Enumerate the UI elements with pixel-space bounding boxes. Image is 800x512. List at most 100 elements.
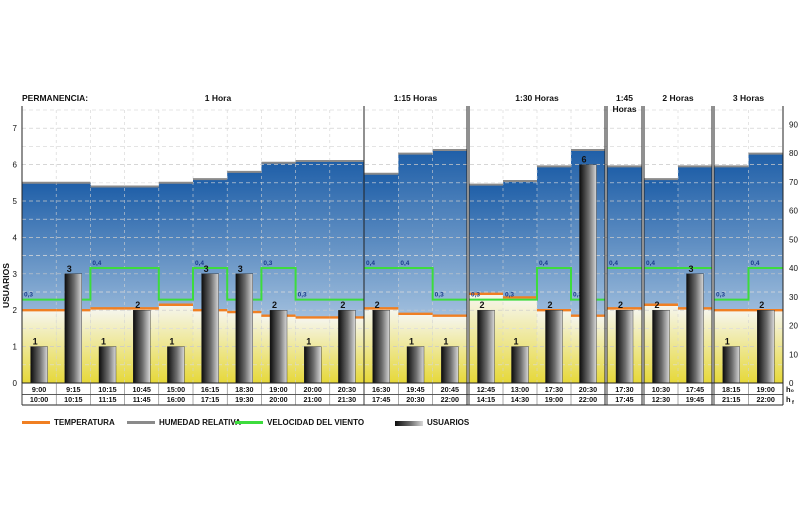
time-table: 9:0010:009:1510:1510:1511:1510:4511:4515…	[21, 383, 794, 406]
wind-step-line	[469, 267, 605, 301]
end-time: 21:15	[722, 395, 740, 404]
end-time: 10:00	[30, 395, 48, 404]
end-time: 20:30	[406, 395, 424, 404]
users-bar	[304, 346, 322, 384]
users-bar	[338, 310, 356, 384]
wind-speed-series: 0,3 0,4 0,4 0,3 0,3 0,4 0,4 0,3 0,3 0,3 0,4 0,3 0,4 0…	[22, 260, 783, 301]
end-time: 11:45	[133, 395, 151, 404]
legend-label: USUARIOS	[427, 418, 470, 427]
start-time: 17:30	[615, 385, 633, 394]
wind-step-line	[714, 267, 783, 301]
users-value-label: 1	[169, 337, 174, 347]
end-time: 21:00	[304, 395, 322, 404]
users-bars: 1 3 1 2 1 3 3 2 1 2 2 1 1 2 1 2 6 2 2 3 1 2	[30, 155, 775, 384]
users-bar	[235, 273, 254, 384]
y-left-tick: 7	[13, 124, 18, 133]
wind-label: 0,3	[435, 292, 444, 299]
group-header: 1:30 Horas	[515, 93, 559, 103]
group-header: 2 Horas	[662, 93, 693, 103]
y-right-tick: 50	[789, 235, 798, 244]
end-time: 10:15	[64, 395, 82, 404]
end-time: 22:00	[441, 395, 459, 404]
start-time: 9:15	[66, 385, 80, 394]
start-time: 13:00	[511, 385, 529, 394]
users-value-label: 2	[480, 300, 485, 310]
legend-swatch	[395, 421, 423, 426]
wind-label: 0,4	[539, 260, 548, 267]
users-value-label: 2	[272, 300, 277, 310]
y-right-tick: 60	[789, 207, 798, 216]
users-bar	[545, 310, 563, 384]
y-left-tick: 1	[13, 343, 18, 352]
start-time: 12:45	[477, 385, 495, 394]
wind-label: 0,4	[195, 260, 204, 267]
end-time: 14:15	[477, 395, 495, 404]
y-right-tick: 10	[789, 350, 798, 359]
end-time: 19:45	[686, 395, 704, 404]
users-bar	[372, 310, 390, 384]
y-right-tick: 40	[789, 264, 798, 273]
users-value-label: 3	[204, 264, 209, 274]
end-time: 17:15	[201, 395, 219, 404]
users-value-label: 1	[306, 337, 311, 347]
users-value-label: 1	[514, 337, 519, 347]
y-left-tick: 2	[13, 306, 18, 315]
end-time: 12:30	[652, 395, 670, 404]
wind-step-line	[22, 267, 364, 301]
wind-label: 0,3	[716, 292, 725, 299]
users-value-label: 2	[340, 300, 345, 310]
users-value-label: 2	[759, 300, 764, 310]
users-value-label: 2	[655, 300, 660, 310]
start-time: 20:45	[441, 385, 459, 394]
start-row-label: h₀	[786, 385, 794, 394]
start-time: 10:30	[652, 385, 670, 394]
end-row-label: h	[786, 395, 791, 404]
y-left-tick: 0	[13, 379, 18, 388]
users-value-label: 1	[33, 337, 38, 347]
group-header: Horas	[612, 104, 636, 114]
wind-label: 0,3	[298, 292, 307, 299]
users-bar	[167, 346, 185, 384]
start-time: 20:00	[304, 385, 322, 394]
group-separators	[21, 106, 784, 405]
users-bar	[579, 164, 597, 384]
wind-label: 0,4	[646, 260, 655, 267]
y-left-tick: 5	[13, 197, 18, 206]
users-value-label: 2	[548, 300, 553, 310]
group-header: 1:45	[616, 93, 633, 103]
wind-label: 0,3	[505, 292, 514, 299]
users-value-label: 2	[618, 300, 623, 310]
y-right-tick: 70	[789, 178, 798, 187]
users-value-label: 3	[689, 264, 694, 274]
y-left-tick: 6	[13, 161, 18, 170]
users-value-label: 1	[443, 337, 448, 347]
end-time: 19:00	[545, 395, 563, 404]
wind-label: 0,4	[92, 260, 101, 267]
y-right-tick: 80	[789, 149, 798, 158]
wind-label: 0,4	[751, 260, 760, 267]
end-time: 11:15	[99, 395, 117, 404]
legend-swatch	[235, 421, 263, 424]
start-time: 18:30	[235, 385, 253, 394]
end-time: 20:00	[269, 395, 287, 404]
end-time: 21:30	[338, 395, 356, 404]
legend-swatch	[127, 421, 155, 424]
users-value-label: 3	[67, 264, 72, 274]
wind-label: 0,3	[471, 292, 480, 299]
group-header: 1:15 Horas	[394, 93, 438, 103]
users-bar	[132, 310, 151, 384]
y-left-tick: 3	[13, 270, 18, 279]
end-time: 17:45	[372, 395, 390, 404]
wind-label: 0,3	[263, 260, 272, 267]
legend-label: VELOCIDAD DEL VIENTO	[267, 418, 364, 427]
wind-label: 0,4	[366, 260, 375, 267]
start-time: 17:45	[686, 385, 704, 394]
end-row-label-sub: f	[792, 400, 794, 406]
end-time: 14:30	[511, 395, 529, 404]
start-time: 16:30	[372, 385, 390, 394]
legend-swatch	[22, 421, 50, 424]
wind-step-line	[364, 267, 467, 301]
start-time: 19:00	[757, 385, 775, 394]
